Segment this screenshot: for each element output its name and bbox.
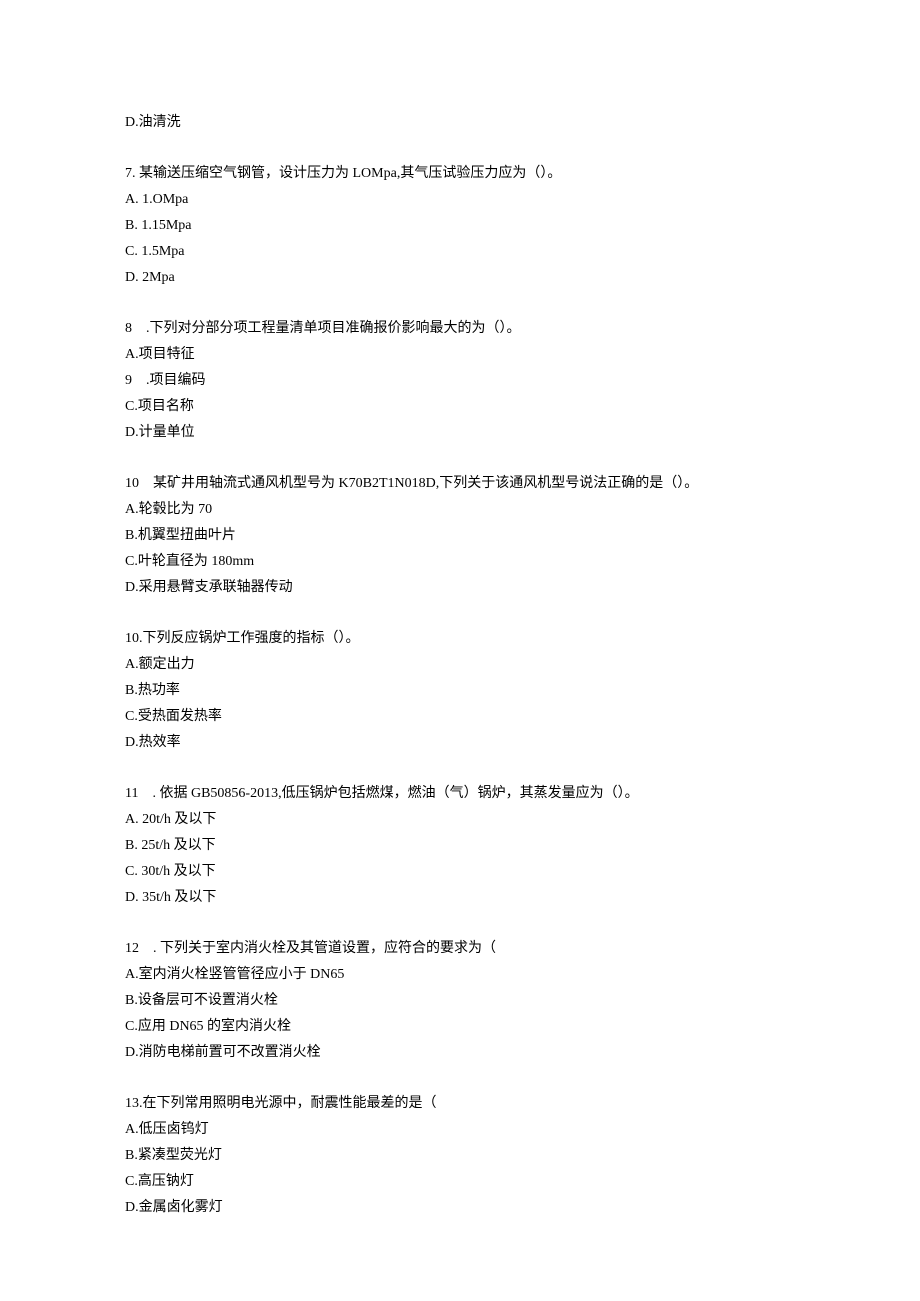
q12-option-c: C.应用 DN65 的室内消火栓 bbox=[125, 1014, 795, 1040]
q8-option-d: D.计量单位 bbox=[125, 420, 795, 446]
spacer bbox=[125, 291, 795, 317]
spacer bbox=[125, 911, 795, 937]
q9-option-b: B.机翼型扭曲叶片 bbox=[125, 523, 795, 549]
q13-stem: 13.在下列常用照明电光源中，耐震性能最差的是（ bbox=[125, 1091, 795, 1117]
q10-option-d: D.热效率 bbox=[125, 730, 795, 756]
q8-stem: 8 .下列对分部分项工程量清单项目准确报价影响最大的为（）。 bbox=[125, 316, 795, 342]
q10-stem: 10.下列反应锅炉工作强度的指标（）。 bbox=[125, 626, 795, 652]
q13-option-a: A.低压卤钨灯 bbox=[125, 1117, 795, 1143]
q10-option-c: C.受热面发热率 bbox=[125, 704, 795, 730]
q9-option-c: C.叶轮直径为 180mm bbox=[125, 549, 795, 575]
q7-option-c: C. 1.5Mpa bbox=[125, 239, 795, 265]
spacer bbox=[125, 446, 795, 472]
q9-option-d: D.采用悬臂支承联轴器传动 bbox=[125, 575, 795, 601]
spacer bbox=[125, 756, 795, 782]
q10-option-a: A.额定出力 bbox=[125, 652, 795, 678]
spacer bbox=[125, 601, 795, 627]
exam-page: D.油清洗 7. 某输送压缩空气钢管，设计压力为 LOMpa,其气压试验压力应为… bbox=[0, 0, 920, 1281]
q6-option-d: D.油清洗 bbox=[125, 110, 795, 136]
q8-option-c: C.项目名称 bbox=[125, 394, 795, 420]
q8-option-a: A.项目特征 bbox=[125, 342, 795, 368]
q11-stem: 11 . 依据 GB50856-2013,低压锅炉包括燃煤，燃油（气）锅炉，其蒸… bbox=[125, 781, 795, 807]
q12-stem: 12 . 下列关于室内消火栓及其管道设置，应符合的要求为（ bbox=[125, 936, 795, 962]
q10-option-b: B.热功率 bbox=[125, 678, 795, 704]
q12-option-d: D.消防电梯前置可不改置消火栓 bbox=[125, 1040, 795, 1066]
q13-option-b: B.紧凑型荧光灯 bbox=[125, 1143, 795, 1169]
q13-option-d: D.金属卤化雾灯 bbox=[125, 1195, 795, 1221]
spacer bbox=[125, 136, 795, 162]
q8-option-b: 9 .项目编码 bbox=[125, 368, 795, 394]
q9-option-a: A.轮毂比为 70 bbox=[125, 497, 795, 523]
q13-option-c: C.高压钠灯 bbox=[125, 1169, 795, 1195]
q7-option-d: D. 2Mpa bbox=[125, 265, 795, 291]
q12-option-a: A.室内消火栓竖管管径应小于 DN65 bbox=[125, 962, 795, 988]
q7-stem: 7. 某输送压缩空气钢管，设计压力为 LOMpa,其气压试验压力应为（）。 bbox=[125, 161, 795, 187]
q11-option-d: D. 35t/h 及以下 bbox=[125, 885, 795, 911]
q12-option-b: B.设备层可不设置消火栓 bbox=[125, 988, 795, 1014]
q11-option-b: B. 25t/h 及以下 bbox=[125, 833, 795, 859]
q11-option-a: A. 20t/h 及以下 bbox=[125, 807, 795, 833]
q7-option-b: B. 1.15Mpa bbox=[125, 213, 795, 239]
q11-option-c: C. 30t/h 及以下 bbox=[125, 859, 795, 885]
spacer bbox=[125, 1066, 795, 1092]
q9-stem: 10 某矿井用轴流式通风机型号为 K70B2T1N018D,下列关于该通风机型号… bbox=[125, 471, 795, 497]
q7-option-a: A. 1.OMpa bbox=[125, 187, 795, 213]
